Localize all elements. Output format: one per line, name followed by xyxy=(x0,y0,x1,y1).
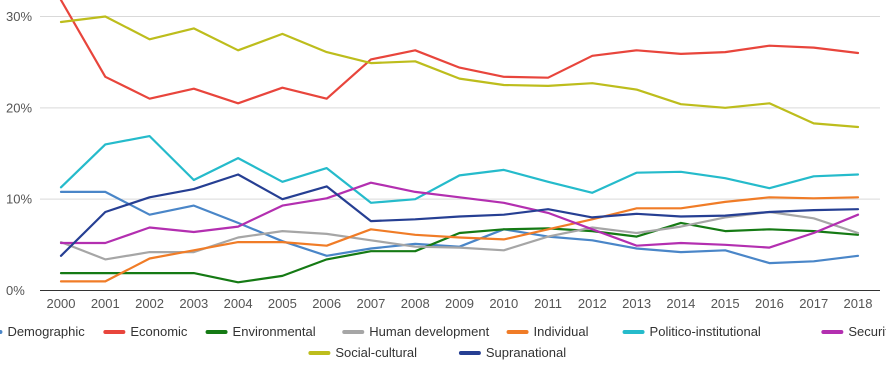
x-tick-label: 2003 xyxy=(179,296,208,311)
legend-label: Economic xyxy=(130,324,188,339)
x-tick-label: 2011 xyxy=(534,296,562,311)
y-tick-label: 30% xyxy=(6,9,32,24)
series-lines xyxy=(59,0,860,284)
x-tick-label: 2001 xyxy=(91,296,120,311)
legend-label: Human development xyxy=(369,324,489,339)
x-tick-label: 2013 xyxy=(622,296,651,311)
series-line-human-development xyxy=(59,210,860,261)
x-tick-label: 2015 xyxy=(711,296,740,311)
legend-label: Security xyxy=(848,324,886,339)
legend-item: Economic xyxy=(103,324,188,339)
x-tick-label: 2008 xyxy=(401,296,430,311)
x-tick-label: 2000 xyxy=(47,296,76,311)
legend-label: Social-cultural xyxy=(335,345,417,360)
x-tick-label: 2012 xyxy=(578,296,607,311)
legend-label: Politico-institutional xyxy=(650,324,761,339)
series-line-individual xyxy=(59,196,860,283)
legend: Demographic Economic Environmental Human de… xyxy=(0,324,886,360)
x-tick-label: 2007 xyxy=(356,296,385,311)
legend-item: Individual xyxy=(506,324,589,339)
series-line-environmental xyxy=(59,221,860,284)
legend-label: Demographic xyxy=(7,324,85,339)
x-tick-label: 2005 xyxy=(268,296,297,311)
gridlines xyxy=(40,16,880,200)
series-line-economic xyxy=(59,0,860,105)
y-tick-label: 10% xyxy=(6,192,32,207)
axes: 0% 10% 20% 30% 2000 2001 2002 2003 2004 2005 2006 2… xyxy=(6,9,880,311)
series-line-supranational xyxy=(59,173,860,257)
x-tick-label: 2009 xyxy=(445,296,474,311)
series-line-security xyxy=(59,181,860,249)
legend-item: Environmental xyxy=(205,324,316,339)
legend-label: Environmental xyxy=(233,324,316,339)
y-tick-label: 20% xyxy=(6,100,32,115)
x-tick-label: 2010 xyxy=(489,296,518,311)
legend-label: Individual xyxy=(534,324,589,339)
series-line-politico-institutional xyxy=(59,135,860,204)
legend-item: Security xyxy=(821,324,886,339)
legend-item: Demographic xyxy=(0,324,85,339)
x-tick-label: 2004 xyxy=(224,296,253,311)
x-tick-label: 2016 xyxy=(755,296,784,311)
series-line-social-cultural xyxy=(59,15,860,129)
y-tick-label: 0% xyxy=(6,283,25,298)
legend-label: Supranational xyxy=(486,345,566,360)
x-tick-label: 2017 xyxy=(799,296,828,311)
legend-item: Supranational xyxy=(458,345,566,360)
x-tick-label: 2002 xyxy=(135,296,164,311)
x-tick-label: 2018 xyxy=(844,296,873,311)
legend-item: Human development xyxy=(342,324,490,339)
legend-item: Social-cultural xyxy=(308,345,417,360)
legend-item: Politico-institutional xyxy=(622,324,761,339)
x-tick-label: 2014 xyxy=(666,296,695,311)
x-tick-label: 2006 xyxy=(312,296,341,311)
